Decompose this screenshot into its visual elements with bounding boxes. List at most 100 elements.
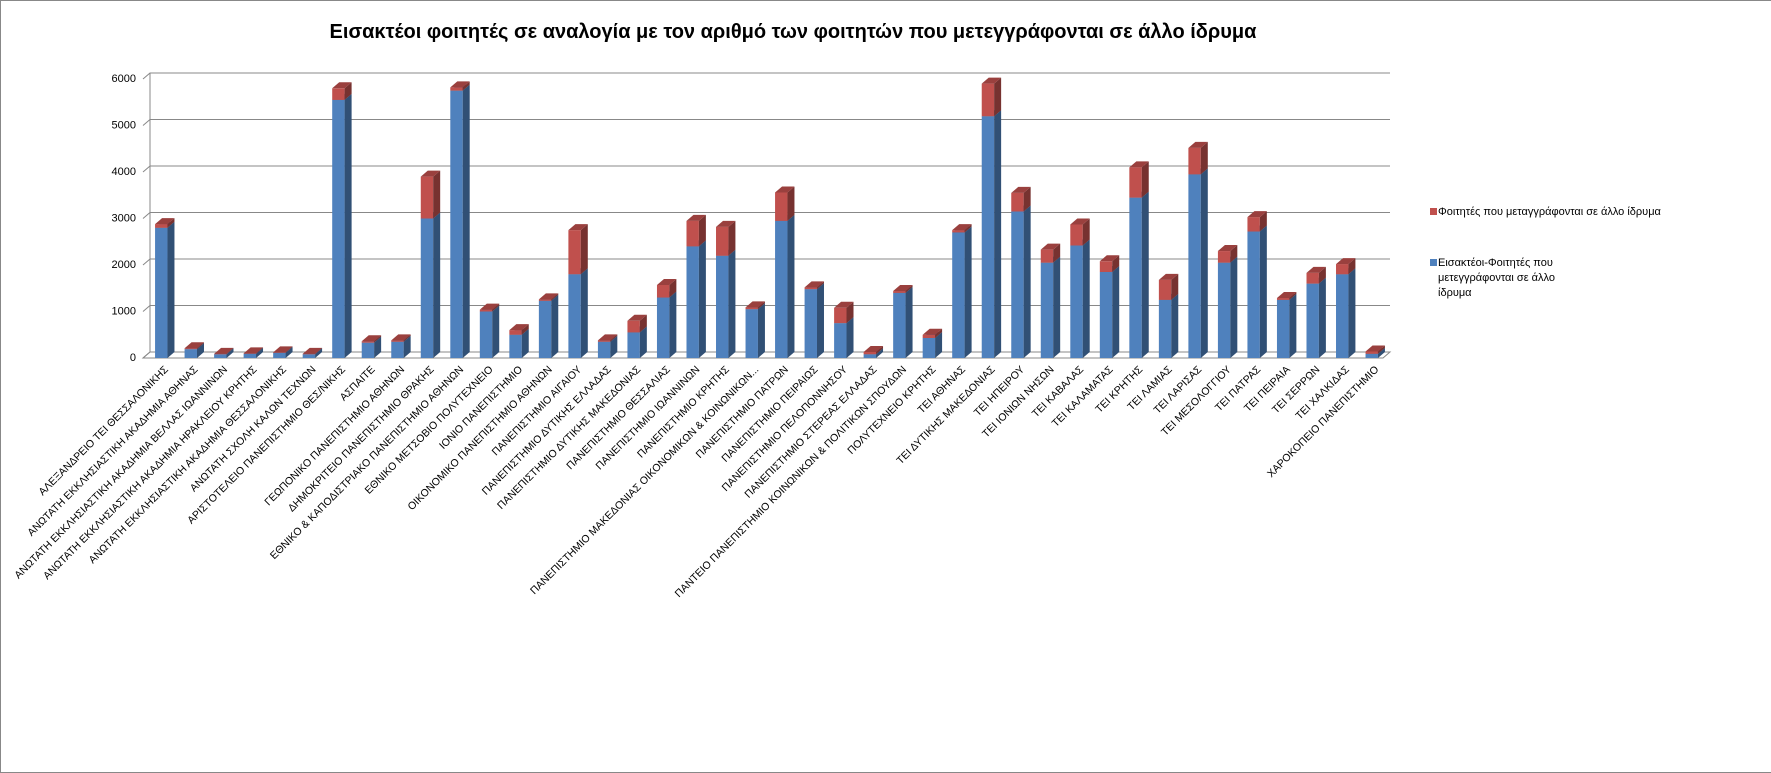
bar-segment <box>1188 168 1208 358</box>
bar-face <box>256 347 264 354</box>
bar-segment <box>538 293 559 301</box>
bar-face <box>893 291 906 293</box>
bar-face <box>1188 174 1201 358</box>
bar-face <box>981 77 1002 84</box>
bar-face <box>775 192 788 221</box>
bar-face <box>1247 231 1260 358</box>
bar-face <box>214 354 227 358</box>
bar-face <box>863 345 884 352</box>
grid-line <box>142 72 1390 80</box>
bar-segment <box>155 221 175 358</box>
grid-line <box>142 119 1390 126</box>
bar-face <box>1040 249 1054 263</box>
bar-face <box>994 110 1002 358</box>
bar-segment <box>745 301 765 310</box>
bar-face <box>184 349 197 358</box>
bar-face <box>656 284 670 298</box>
bar-face <box>981 116 995 358</box>
bar-face <box>639 326 647 358</box>
bar-face <box>964 226 972 358</box>
bar-segment <box>1188 141 1208 175</box>
bar-segment <box>184 342 204 350</box>
bar-face <box>893 285 913 292</box>
bar-face <box>1306 266 1326 273</box>
bar-face <box>1259 211 1267 232</box>
bar-face <box>627 320 640 333</box>
bar-face <box>757 301 765 310</box>
bar-face <box>610 334 618 342</box>
bar-segment <box>863 345 884 355</box>
bar-face <box>521 328 529 358</box>
bar-segment <box>243 347 264 354</box>
y-tick-label: 3000 <box>112 212 136 224</box>
bar-face <box>639 314 647 333</box>
bar-face <box>745 309 758 358</box>
bar-segment <box>1247 211 1267 232</box>
bar-face <box>1011 186 1031 193</box>
bar-segment <box>1011 186 1031 212</box>
bar-face <box>1365 351 1378 354</box>
bar-segment <box>450 84 470 358</box>
bar-face <box>492 305 500 358</box>
bar-segment <box>479 303 500 312</box>
bar-face <box>479 303 500 310</box>
bar-face <box>509 334 522 358</box>
bar-face <box>226 348 234 358</box>
bar-face <box>1011 192 1024 212</box>
bar-face <box>1023 186 1031 212</box>
bar-face <box>1171 293 1179 358</box>
bar-segment <box>155 218 175 228</box>
bar-face <box>952 230 965 233</box>
bar-face <box>1129 167 1142 198</box>
y-tick-label: 1000 <box>112 305 136 317</box>
bar-face <box>922 328 943 335</box>
bar-segment <box>981 110 1002 358</box>
bar-segment <box>1276 292 1297 300</box>
y-tick-label: 0 <box>130 352 136 364</box>
bar-face <box>994 77 1002 117</box>
bar-segment <box>834 301 854 324</box>
bar-face <box>1306 283 1319 358</box>
bar-face <box>344 93 352 359</box>
bar-face <box>816 283 824 358</box>
grid-line <box>142 305 1390 312</box>
bar-face <box>420 176 434 219</box>
bar-face <box>834 301 854 308</box>
bar-segment <box>568 268 588 358</box>
grid-line <box>142 351 1390 359</box>
bar-face <box>1217 251 1231 263</box>
bar-face <box>627 314 647 321</box>
legend-swatch <box>1430 208 1437 215</box>
legend-item: Φοιτητές που μεταγγράφονται σε άλλο ίδρυ… <box>1430 205 1771 220</box>
bar-face <box>256 347 264 358</box>
bar-face <box>462 84 470 358</box>
bar-face <box>332 82 352 89</box>
bar-face <box>863 351 877 355</box>
bar-face <box>716 226 729 256</box>
bar-face <box>568 274 581 358</box>
bar-face <box>656 278 677 285</box>
bar-segment <box>775 214 795 358</box>
bar-face <box>361 341 375 343</box>
bar-segment <box>804 283 824 358</box>
bar-face <box>1348 258 1356 275</box>
bar-face <box>935 328 943 339</box>
bar-face <box>462 81 470 91</box>
bar-segment <box>1276 293 1297 358</box>
bar-face <box>952 232 965 358</box>
bar-face <box>344 82 352 100</box>
bar-face <box>1230 256 1238 358</box>
bar-face <box>1259 225 1267 358</box>
bar-face <box>450 90 463 358</box>
bar-face <box>787 214 795 358</box>
bar-face <box>374 336 382 358</box>
bar-segment <box>1217 256 1238 358</box>
bar-face <box>196 343 204 358</box>
bar-face <box>1377 345 1385 354</box>
bar-face <box>184 348 197 350</box>
bar-segment <box>391 334 411 342</box>
bar-face <box>273 346 293 353</box>
bar-face <box>538 293 559 300</box>
